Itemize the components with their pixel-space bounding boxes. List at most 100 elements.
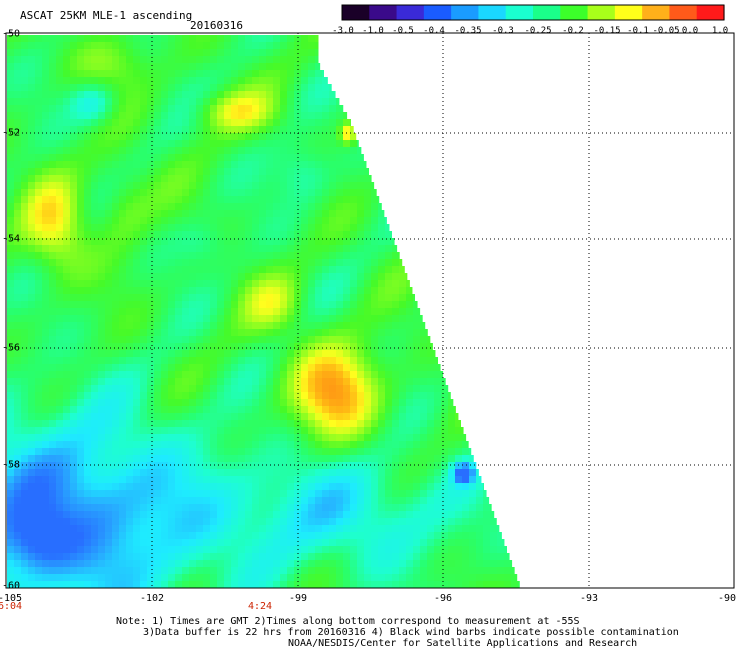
data-cell	[105, 413, 113, 421]
data-cell	[217, 77, 225, 85]
data-cell	[336, 140, 344, 148]
data-cell	[217, 336, 225, 344]
data-cell	[119, 385, 127, 393]
data-cell	[154, 378, 162, 386]
data-cell	[147, 406, 155, 414]
data-cell	[231, 273, 239, 281]
data-cell	[21, 98, 29, 106]
data-cell	[245, 511, 253, 519]
data-cell	[63, 112, 71, 120]
data-cell	[70, 448, 78, 456]
data-cell	[210, 238, 218, 246]
data-cell	[49, 77, 57, 85]
data-cell	[364, 322, 372, 330]
data-cell	[322, 441, 330, 449]
data-cell	[308, 518, 316, 526]
data-cell	[392, 413, 400, 421]
data-cell	[378, 357, 386, 365]
data-cell	[322, 343, 330, 351]
data-cell	[35, 112, 43, 120]
data-cell	[399, 546, 407, 554]
data-cell	[308, 553, 316, 561]
data-cell	[35, 399, 43, 407]
data-cell	[112, 112, 120, 120]
data-cell	[392, 525, 400, 533]
data-cell	[56, 154, 64, 162]
data-cell	[203, 483, 211, 491]
data-cell	[287, 469, 295, 477]
data-cell	[343, 217, 351, 225]
data-cell	[441, 546, 449, 554]
data-cell	[56, 196, 64, 204]
data-cell	[189, 91, 197, 99]
data-cell	[322, 525, 330, 533]
data-cell	[84, 238, 92, 246]
data-cell	[189, 126, 197, 134]
data-cell	[91, 119, 99, 127]
data-cell	[70, 357, 78, 365]
data-cell	[280, 175, 288, 183]
data-cell	[406, 490, 414, 498]
data-cell	[7, 413, 15, 421]
data-cell	[273, 49, 281, 57]
data-cell	[308, 525, 316, 533]
data-cell	[140, 525, 148, 533]
data-cell	[420, 406, 428, 414]
data-cell	[63, 553, 71, 561]
data-cell	[105, 406, 113, 414]
data-cell	[427, 560, 435, 568]
data-cell	[63, 574, 71, 582]
data-cell	[406, 539, 414, 547]
data-cell	[364, 189, 372, 197]
data-cell	[56, 448, 64, 456]
data-cell	[126, 175, 134, 183]
data-cell	[175, 511, 183, 519]
data-cell	[434, 364, 441, 372]
data-cell	[175, 490, 183, 498]
data-cell	[28, 105, 36, 113]
data-cell	[273, 483, 281, 491]
data-cell	[63, 371, 71, 379]
data-cell	[294, 56, 302, 64]
data-cell	[350, 511, 358, 519]
data-cell	[329, 497, 337, 505]
data-cell	[210, 525, 218, 533]
data-cell	[147, 357, 155, 365]
data-cell	[238, 287, 246, 295]
data-cell	[91, 581, 99, 589]
data-cell	[350, 189, 358, 197]
data-cell	[308, 91, 316, 99]
data-cell	[238, 413, 246, 421]
data-cell	[196, 266, 204, 274]
data-cell	[28, 224, 36, 232]
data-cell	[427, 455, 435, 463]
data-cell	[364, 539, 372, 547]
data-cell	[511, 567, 515, 575]
data-cell	[56, 406, 64, 414]
data-cell	[238, 539, 246, 547]
data-cell	[350, 322, 358, 330]
data-cell	[217, 287, 225, 295]
data-cell	[168, 329, 176, 337]
data-cell	[105, 392, 113, 400]
data-cell	[119, 560, 127, 568]
data-cell	[175, 126, 183, 134]
data-cell	[483, 483, 484, 491]
colorbar-swatch	[533, 5, 561, 20]
data-cell	[371, 273, 379, 281]
data-cell	[154, 574, 162, 582]
data-cell	[70, 224, 78, 232]
data-cell	[336, 553, 344, 561]
data-cell	[259, 399, 267, 407]
data-cell	[392, 280, 400, 288]
data-cell	[280, 203, 288, 211]
data-cell	[238, 343, 246, 351]
data-cell	[84, 497, 92, 505]
data-cell	[28, 539, 36, 547]
data-cell	[266, 294, 274, 302]
data-cell	[70, 378, 78, 386]
data-cell	[140, 210, 148, 218]
data-cell	[336, 427, 344, 435]
data-cell	[280, 553, 288, 561]
data-cell	[287, 77, 295, 85]
